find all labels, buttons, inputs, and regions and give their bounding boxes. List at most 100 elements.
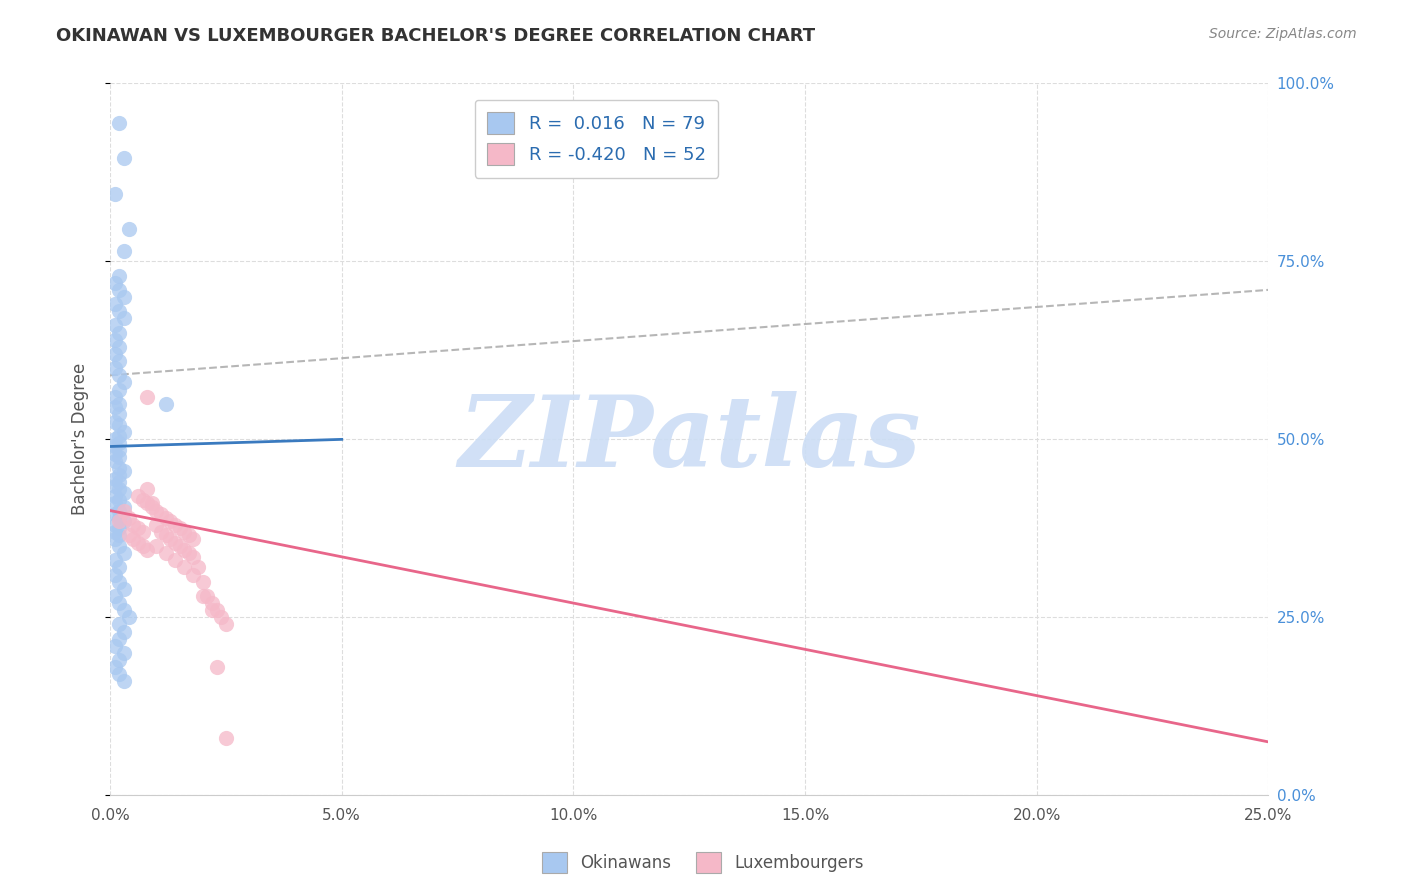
Point [108,429,131,443]
Point [112,376,135,390]
Point [104,478,127,492]
Point [155,510,177,524]
Point [108,460,131,475]
Point [108,443,131,458]
Point [150,507,173,521]
Point [173,560,195,574]
Point [136,496,159,510]
Point [108,304,131,318]
Point [150,524,173,539]
Point [104,186,127,201]
Point [104,489,127,503]
Point [117,222,139,236]
Point [177,528,200,542]
Point [131,492,153,507]
Point [104,524,127,539]
Point [108,283,131,297]
Point [108,475,131,489]
Point [159,532,181,546]
Point [141,496,163,510]
Point [112,503,135,517]
Point [112,290,135,304]
Y-axis label: Bachelor's Degree: Bachelor's Degree [72,363,89,516]
Point [104,415,127,429]
Point [145,517,167,532]
Point [131,539,153,553]
Point [104,297,127,311]
Point [104,507,127,521]
Point [191,589,214,603]
Point [122,517,145,532]
Point [104,454,127,468]
Point [104,589,127,603]
Point [155,528,177,542]
Text: ZIPatlas: ZIPatlas [458,391,921,488]
Point [104,532,127,546]
Point [145,539,167,553]
Point [104,553,127,567]
Point [209,610,232,624]
Point [191,574,214,589]
Point [108,450,131,465]
Point [173,524,195,539]
Text: Source: ZipAtlas.com: Source: ZipAtlas.com [1209,27,1357,41]
Text: OKINAWAN VS LUXEMBOURGER BACHELOR'S DEGREE CORRELATION CHART: OKINAWAN VS LUXEMBOURGER BACHELOR'S DEGR… [56,27,815,45]
Point [112,464,135,478]
Point [112,624,135,639]
Point [108,482,131,496]
Point [112,674,135,689]
Point [108,617,131,632]
Point [112,646,135,660]
Point [108,596,131,610]
Point [108,326,131,340]
Point [155,546,177,560]
Point [145,503,167,517]
Point [112,514,135,528]
Point [112,500,135,514]
Point [112,151,135,165]
Point [205,603,228,617]
Point [108,418,131,433]
Point [117,528,139,542]
Point [108,521,131,535]
Point [104,567,127,582]
Point [108,560,131,574]
Point [141,500,163,514]
Point [112,603,135,617]
Point [163,535,186,549]
Point [177,546,200,560]
Point [108,492,131,507]
Point [136,482,159,496]
Point [104,390,127,404]
Point [104,433,127,447]
Point [108,653,131,667]
Point [108,632,131,646]
Point [108,354,131,368]
Point [112,244,135,258]
Legend: R =  0.016   N = 79, R = -0.420   N = 52: R = 0.016 N = 79, R = -0.420 N = 52 [475,100,718,178]
Point [104,401,127,415]
Point [136,542,159,557]
Point [104,333,127,347]
Point [104,471,127,485]
Point [205,660,228,674]
Point [104,347,127,361]
Point [108,340,131,354]
Point [183,549,205,564]
Point [108,268,131,283]
Point [215,617,238,632]
Legend: Okinawans, Luxembourgers: Okinawans, Luxembourgers [536,846,870,880]
Point [108,667,131,681]
Point [201,596,224,610]
Point [187,560,209,574]
Point [104,361,127,376]
Point [108,510,131,524]
Point [104,660,127,674]
Point [169,539,191,553]
Point [104,447,127,461]
Point [195,589,218,603]
Point [108,436,131,450]
Point [131,524,153,539]
Point [112,311,135,326]
Point [117,510,139,524]
